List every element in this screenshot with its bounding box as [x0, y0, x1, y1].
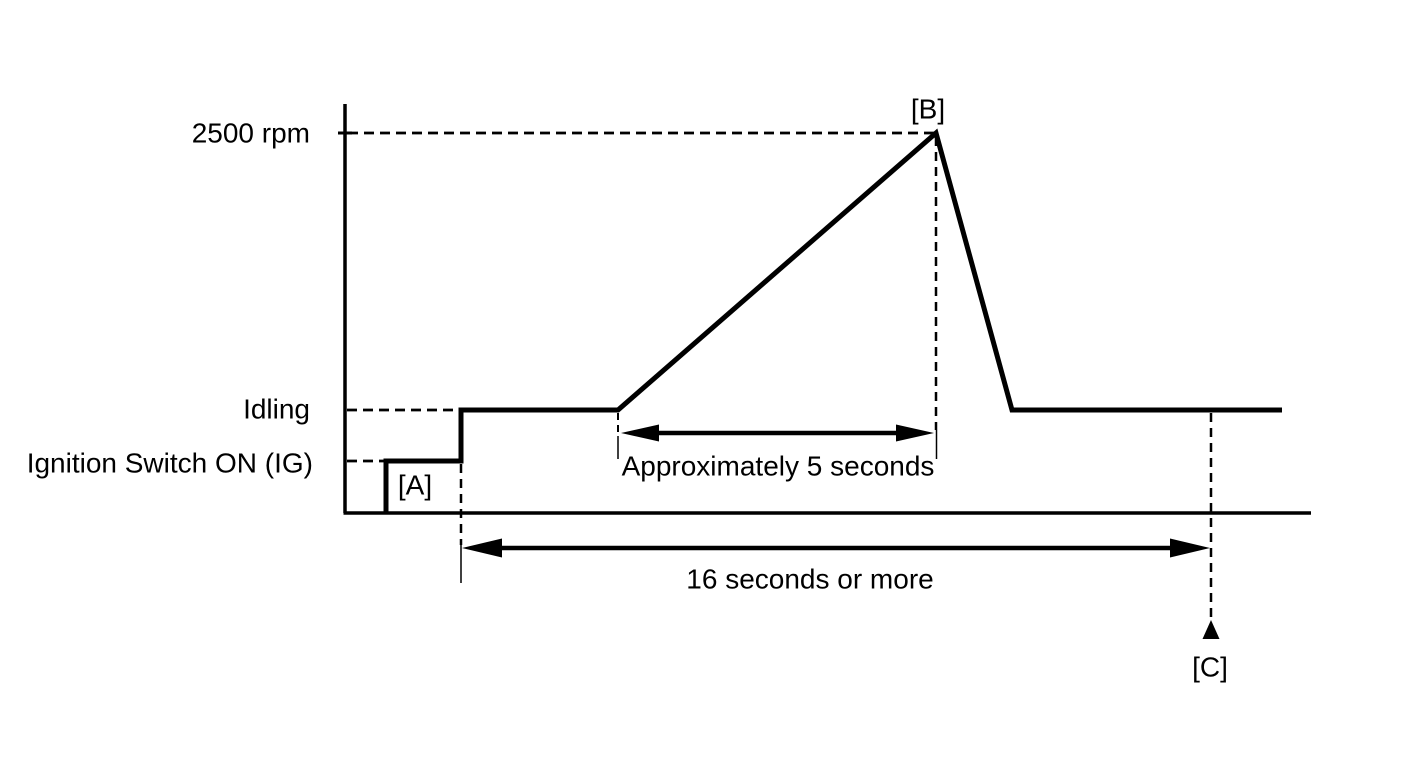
rpm-trace — [383, 128, 1282, 513]
label-idling: Idling — [243, 394, 310, 425]
point-c-arrowhead-icon — [1202, 620, 1220, 639]
label-point-b: [B] — [911, 94, 945, 125]
label-total-duration: 16 seconds or more — [686, 564, 933, 595]
ramp-duration-arrowhead-left-icon — [621, 424, 659, 442]
label-2500-rpm: 2500 rpm — [192, 118, 310, 149]
total-duration-arrowhead-right-icon — [1170, 538, 1210, 558]
label-ramp-duration: Approximately 5 seconds — [622, 451, 935, 482]
label-point-a: [A] — [398, 470, 432, 501]
label-point-c: [C] — [1192, 652, 1228, 683]
label-ignition-switch-on: Ignition Switch ON (IG) — [27, 448, 313, 479]
ramp-duration-arrowhead-right-icon — [896, 424, 934, 442]
total-duration-arrowhead-left-icon — [462, 538, 502, 558]
